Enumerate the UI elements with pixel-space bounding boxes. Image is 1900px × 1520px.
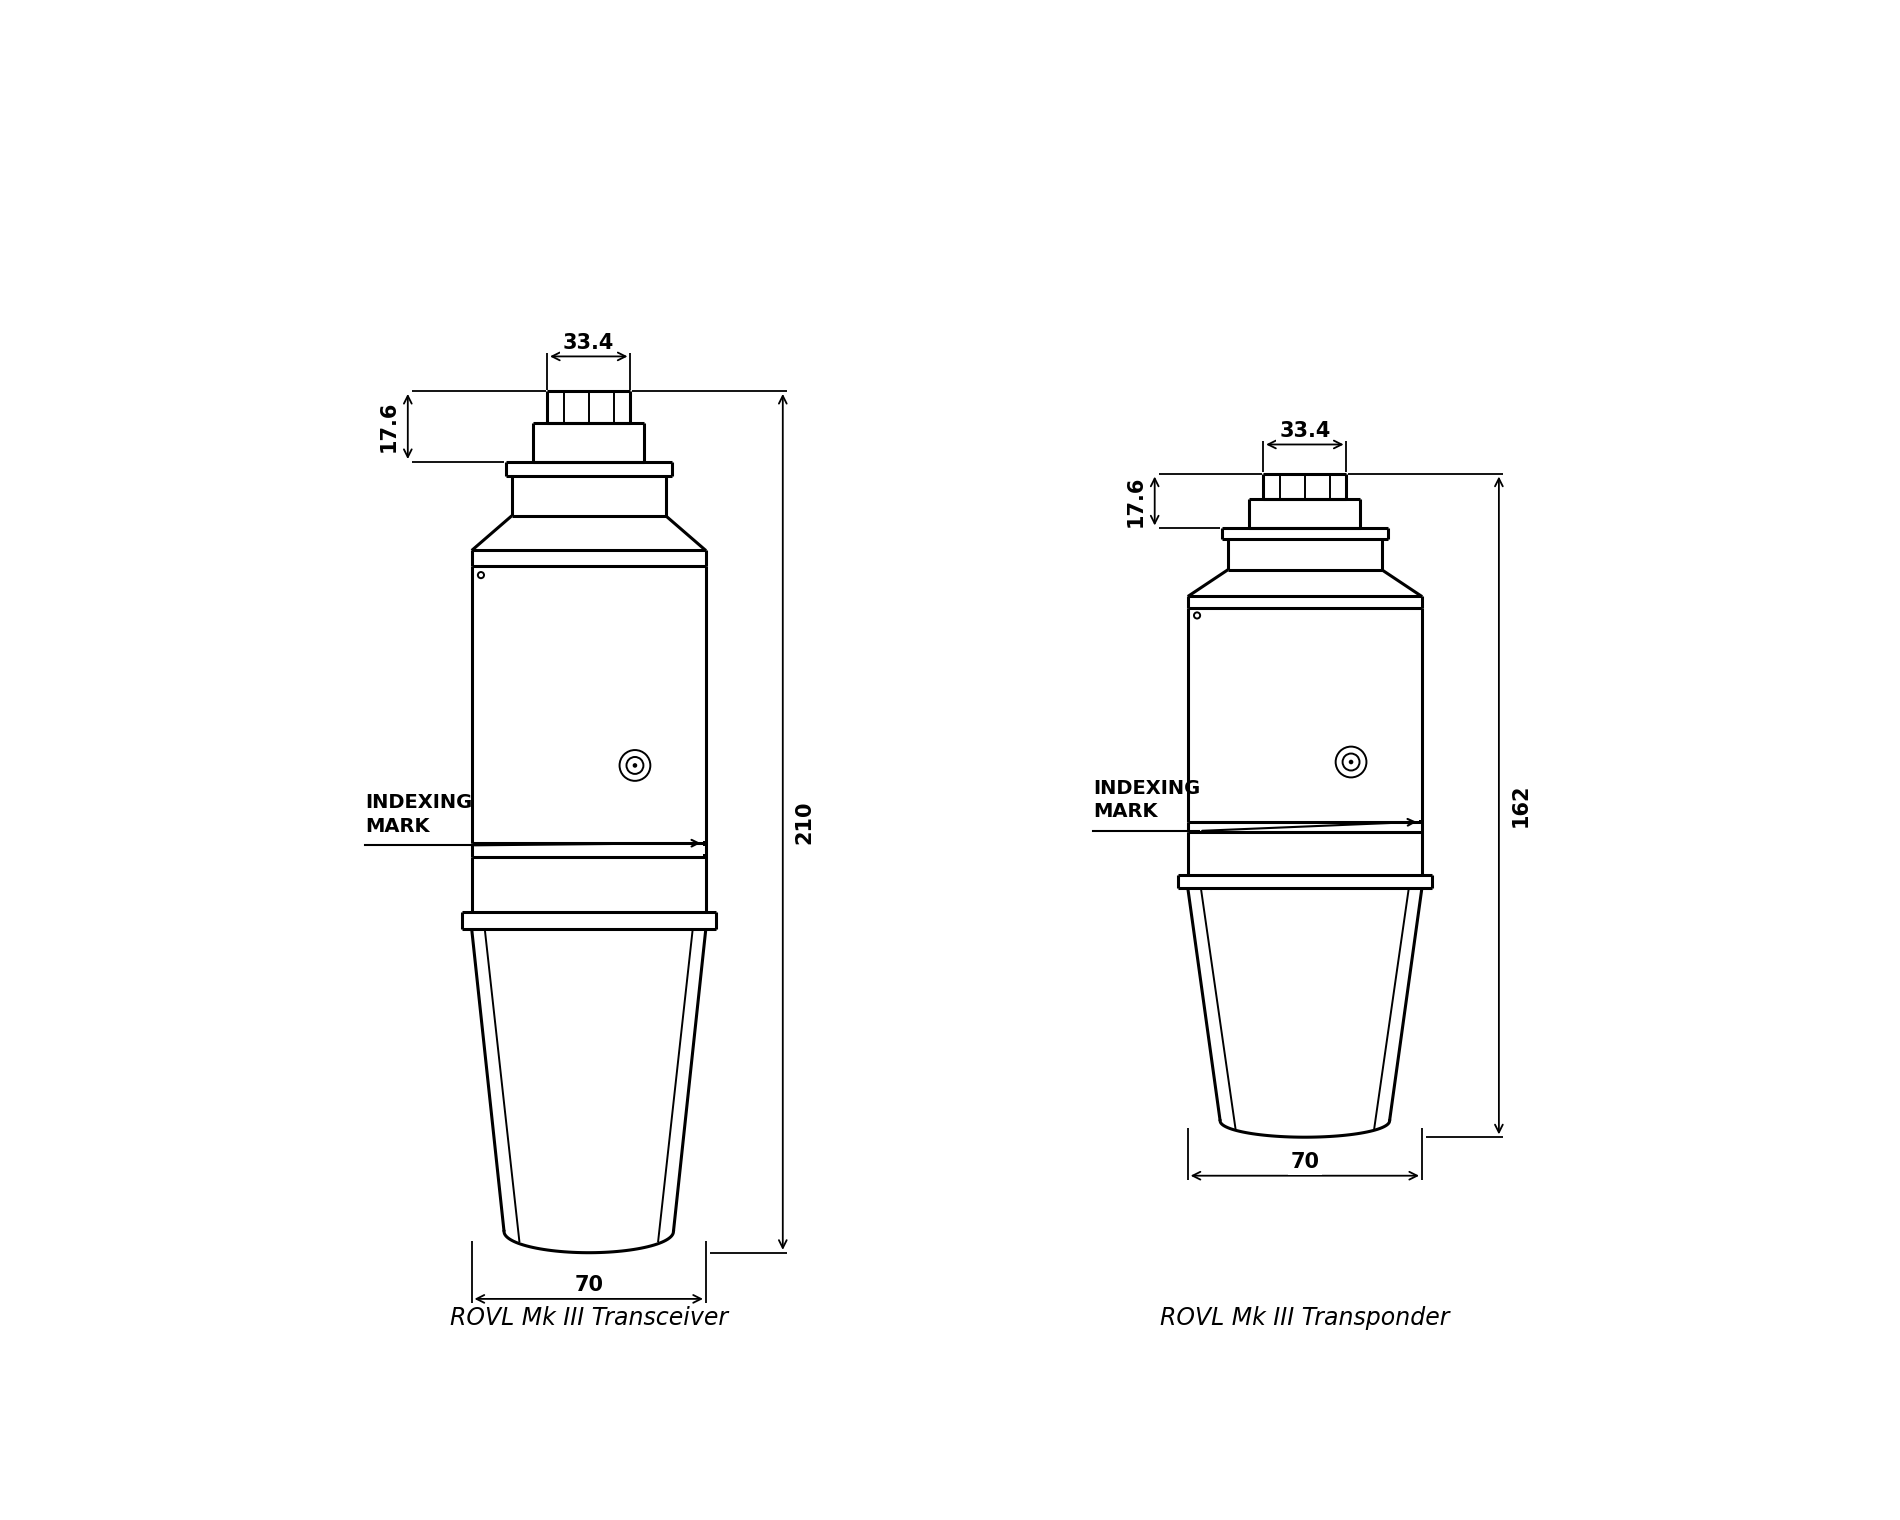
Text: ROVL Mk III Transponder: ROVL Mk III Transponder <box>1161 1306 1450 1330</box>
Bar <box>703 854 709 859</box>
Text: 70: 70 <box>574 1275 602 1295</box>
Bar <box>1419 819 1425 824</box>
Text: ROVL Mk III Transceiver: ROVL Mk III Transceiver <box>450 1306 728 1330</box>
Text: 33.4: 33.4 <box>562 333 614 353</box>
Text: INDEXING
MARK: INDEXING MARK <box>365 793 473 836</box>
Text: INDEXING
MARK: INDEXING MARK <box>1092 778 1201 821</box>
Text: 210: 210 <box>794 800 815 844</box>
Text: 33.4: 33.4 <box>1279 421 1330 441</box>
Text: 162: 162 <box>1510 784 1530 827</box>
Bar <box>703 841 709 845</box>
Circle shape <box>633 763 636 768</box>
Bar <box>1419 830 1425 834</box>
Text: 17.6: 17.6 <box>378 401 399 451</box>
Text: 17.6: 17.6 <box>1125 476 1146 527</box>
Text: 70: 70 <box>1290 1152 1319 1172</box>
Circle shape <box>1349 760 1353 765</box>
